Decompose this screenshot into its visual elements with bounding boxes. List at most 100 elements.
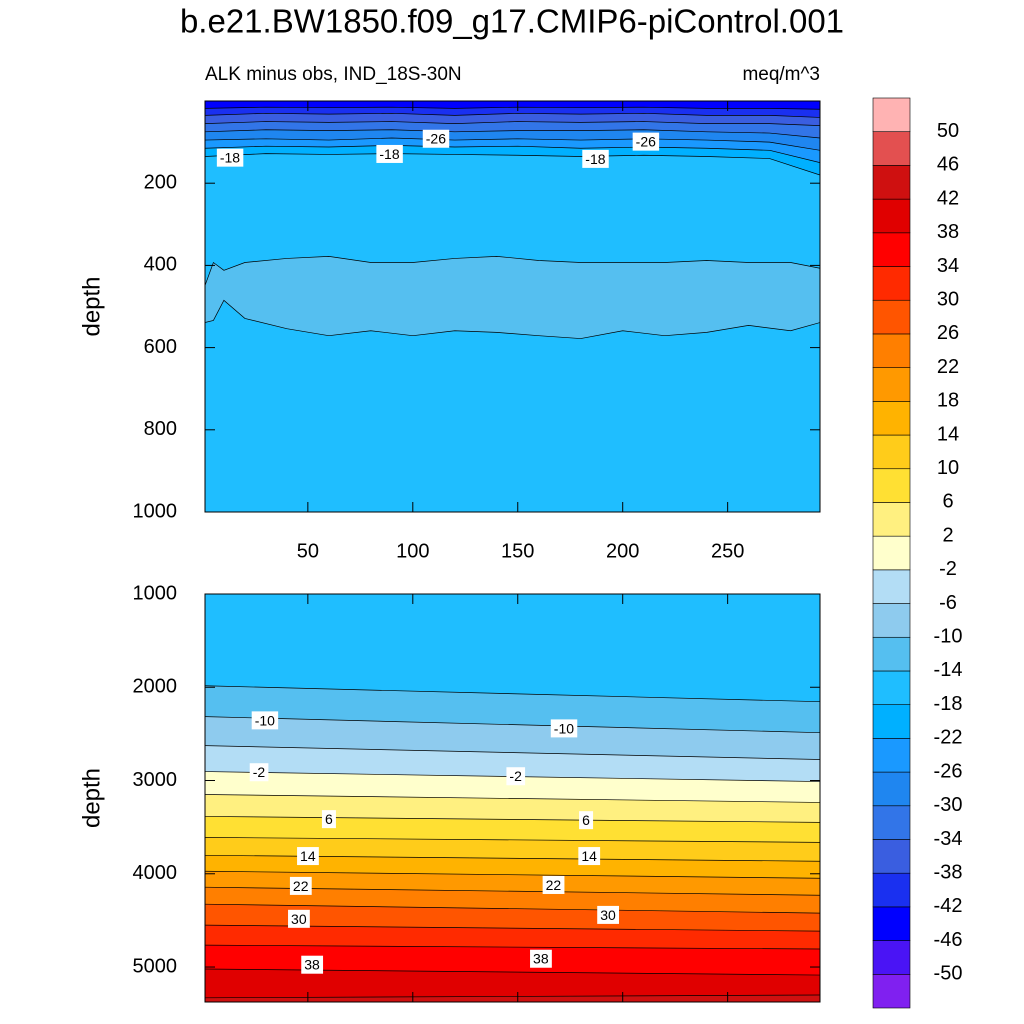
colorbar-label: 50 (937, 120, 959, 142)
colorbar-label: -18 (934, 693, 963, 715)
contour-line (205, 145, 820, 163)
contour-label-box (530, 949, 552, 968)
contour-label: 14 (581, 848, 597, 864)
x-tick-label: 100 (396, 540, 429, 562)
contour-label: -10 (255, 712, 275, 728)
contour-line (205, 794, 820, 803)
colorbar-box (872, 839, 911, 874)
contour-label-box (597, 905, 620, 924)
contour-label-box (297, 847, 319, 866)
contour-label-box (578, 847, 601, 866)
subtitle-left: ALK minus obs, IND_18S-30N (205, 64, 462, 85)
x-tick-label: 150 (501, 540, 534, 562)
colorbar-box (872, 266, 911, 301)
plot-frame (204, 100, 821, 513)
y-tick-label: 3000 (133, 769, 178, 791)
y-tick-label: 800 (144, 418, 177, 440)
colorbar-label: 10 (937, 457, 959, 479)
colorbar-label: 46 (937, 154, 959, 176)
contour-label: -26 (426, 131, 446, 147)
contour-line (205, 137, 820, 151)
colorbar-label: 26 (937, 322, 959, 344)
colorbar-box (872, 535, 911, 571)
contour-label-box (550, 719, 578, 738)
contour-label-box (288, 909, 310, 928)
contour-label-box (422, 129, 450, 148)
contour-label-box (542, 875, 565, 894)
colorbar-box (872, 468, 911, 503)
colorbar-box (872, 97, 911, 133)
contour-fill (205, 995, 820, 1002)
colorbar-label: 14 (937, 423, 959, 445)
contour-label: -18 (220, 150, 240, 166)
contour-label: -10 (554, 720, 574, 736)
contour-label-box (216, 148, 244, 167)
colorbar-box (872, 704, 911, 739)
colorbar-label: 34 (937, 255, 959, 277)
colorbar-label: 22 (937, 356, 959, 378)
colorbar-label: 42 (937, 187, 959, 209)
colorbar-label: -6 (939, 592, 957, 614)
contour-label: 6 (582, 812, 590, 828)
contour-label-box (321, 810, 336, 829)
y-tick-label: 600 (144, 336, 177, 358)
contour-label: 38 (533, 951, 549, 967)
contour-label-box (506, 767, 526, 786)
contour-label-box (289, 876, 312, 895)
contour-fill (205, 153, 820, 512)
contour-label-box (376, 144, 403, 163)
contour-line (205, 121, 820, 127)
contour-line (205, 944, 820, 950)
colorbar-label: -14 (934, 659, 963, 681)
contour-line (205, 837, 820, 843)
contour-line (205, 153, 820, 176)
colorbar-box (872, 670, 911, 705)
contour-fill (205, 968, 820, 1002)
contour-label: 30 (291, 911, 307, 927)
colorbar-box (872, 805, 911, 840)
x-tick-label: 200 (606, 540, 639, 562)
colorbar-box (872, 165, 911, 200)
colorbar-box (872, 636, 911, 672)
colorbar-box (872, 401, 911, 436)
contour-label: -18 (379, 146, 399, 162)
colorbar-label: -46 (934, 929, 963, 951)
contour-line (205, 745, 820, 760)
colorbar-label: 2 (942, 524, 953, 546)
contour-label-box (579, 811, 594, 830)
contour-label: 30 (600, 907, 616, 923)
colorbar-label: 30 (937, 289, 959, 311)
colorbar-box (872, 603, 911, 638)
y-tick-label: 400 (144, 254, 177, 276)
colorbar-label: -34 (934, 828, 963, 850)
contour-line (205, 112, 820, 118)
y-axis-label: depth (78, 276, 105, 336)
colorbar-box (872, 940, 911, 975)
contour-label: 6 (325, 811, 333, 827)
colorbar-box (872, 738, 911, 773)
contour-label: -26 (636, 134, 656, 150)
colorbar-box (872, 198, 911, 234)
y-tick-label: 1000 (133, 500, 178, 522)
colorbar-box (872, 872, 911, 908)
colorbar-label: 18 (937, 390, 959, 412)
contour-label-box (582, 149, 609, 168)
contour-line (205, 870, 820, 879)
chart-title: b.e21.BW1850.f09_g17.CMIP6-piControl.001 (180, 3, 844, 40)
subtitle-right: meq/m^3 (742, 64, 820, 85)
y-tick-label: 2000 (133, 676, 178, 698)
colorbar-label: 38 (937, 221, 959, 243)
contour-label-box (632, 132, 660, 151)
contour-line (205, 129, 820, 139)
contour-label-box (249, 763, 269, 782)
y-axis-label: depth (78, 768, 105, 828)
y-tick-label: 4000 (133, 862, 178, 884)
x-tick-label: 250 (711, 540, 744, 562)
closed-contour (205, 256, 820, 339)
colorbar-label: -10 (934, 626, 963, 648)
colorbar-box (872, 973, 911, 1009)
colorbar-box (872, 131, 911, 166)
colorbar-label: -38 (934, 861, 963, 883)
colorbar-box (872, 569, 911, 604)
